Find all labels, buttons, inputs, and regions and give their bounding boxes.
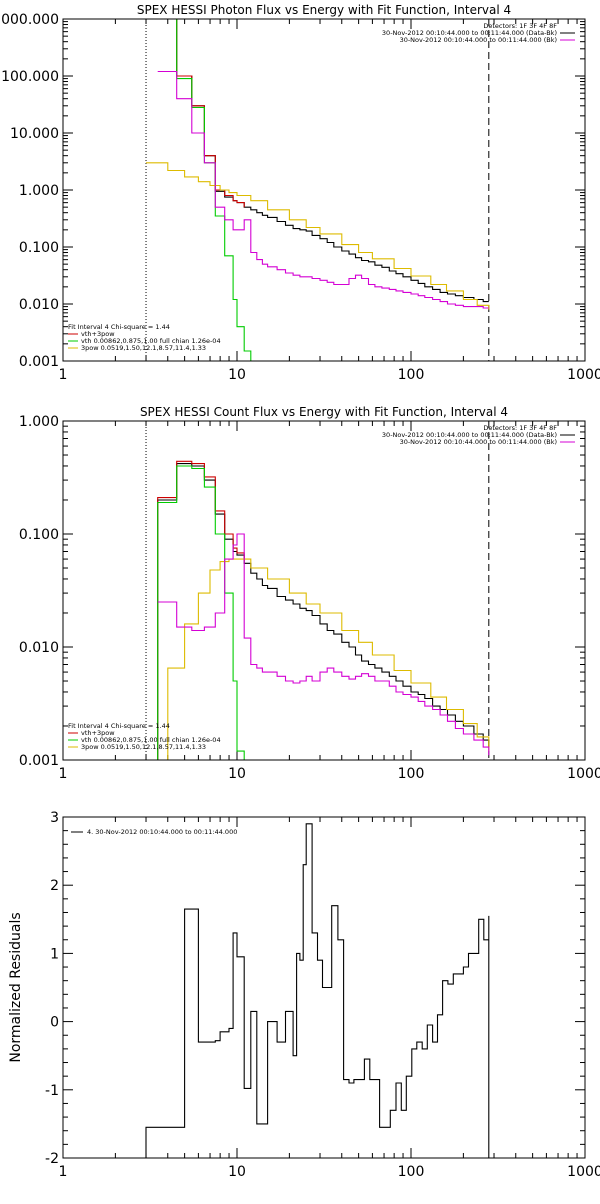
x-tick-label: 10 xyxy=(228,1164,246,1180)
legend-header-text: 30-Nov-2012 00:10:44.000 to 00:11:44.000… xyxy=(382,431,557,439)
series-line-3pow xyxy=(146,162,490,310)
series-line-vth xyxy=(146,465,245,760)
x-tick-label: 1 xyxy=(59,766,68,782)
x-tick-label: 10 xyxy=(228,367,246,383)
y-axis-label: Normalized Residuals xyxy=(8,912,24,1062)
x-tick-label: 1000 xyxy=(567,766,600,782)
x-tick-label: 1 xyxy=(59,367,68,383)
y-tick-label: 0.010 xyxy=(19,640,59,656)
series-line-vth-3pow xyxy=(146,19,245,208)
legend-header-text: Detectors: 1F 3F 4F 8F xyxy=(483,22,557,30)
y-tick-label: 0.001 xyxy=(19,354,59,370)
y-axis-ticks: 0.001 0.010 0.100 1.000 xyxy=(19,414,585,769)
y-axis-ticks: 0.001 0.010 0.100 1.000 10.000 100.000 1000.00… xyxy=(0,12,585,370)
series-line-bk xyxy=(157,533,490,756)
y-tick-label: 1.000 xyxy=(19,183,59,199)
plot-2: SPEX HESSI Count Flux vs Energy with Fit… xyxy=(19,405,600,782)
y-tick-label: -2 xyxy=(45,1151,59,1167)
y-axis-ticks: -2 -1 0 1 2 3 xyxy=(45,810,585,1167)
x-tick-label: 100 xyxy=(398,766,425,782)
y-tick-label: 1 xyxy=(50,946,59,962)
y-tick-label: 2 xyxy=(50,878,59,894)
legend-header-text: 4. 30-Nov-2012 00:10:44.000 to 00:11:44.… xyxy=(87,828,237,836)
legend-header-text: Detectors: 1F 3F 4F 8F xyxy=(483,424,557,432)
legend-header-text: 30-Nov-2012 00:10:44.000 to 00:11:44.000… xyxy=(382,29,557,37)
legend-fit-text: 3pow 0.0519,1.50,12.1,8.57,11.4,1.33 xyxy=(81,344,206,352)
legend-fit-title: Fit Interval 4 Chi-square = 1.44 xyxy=(68,323,170,331)
plot-frame xyxy=(62,816,586,1159)
series-group xyxy=(146,460,490,760)
legend-fit-title: Fit Interval 4 Chi-square = 1.44 xyxy=(68,722,170,730)
legend-header-text: 30-Nov-2012 00:10:44.000 to 00:11:44.000… xyxy=(400,36,557,44)
plot-title: SPEX HESSI Count Flux vs Energy with Fit… xyxy=(140,405,508,419)
series-line-3pow xyxy=(146,558,490,760)
x-axis-ticks: 1 10 100 1000 xyxy=(59,817,600,1180)
plot-frame xyxy=(62,18,586,362)
x-tick-label: 100 xyxy=(398,1164,425,1180)
x-tick-label: 10 xyxy=(228,766,246,782)
plot-title: SPEX HESSI Photon Flux vs Energy with Fi… xyxy=(137,3,511,17)
legend-fit-text: vth+3pow xyxy=(81,330,115,338)
plot-1: SPEX HESSI Photon Flux vs Energy with Fi… xyxy=(0,3,600,383)
legend-fit-text: vth+3pow xyxy=(81,729,115,737)
x-tick-label: 1 xyxy=(59,1164,68,1180)
legend-fit-text: 3pow 0.0519,1.50,12.1,8.57,11.4,1.33 xyxy=(81,743,206,751)
plot-3: Normalized Residuals 1 10 100 1000 -2 -1 0 1 2 3 4.… xyxy=(8,810,600,1180)
y-tick-label: 10.000 xyxy=(10,126,59,142)
y-tick-label: 0.100 xyxy=(19,527,59,543)
series-line-data-bk xyxy=(146,463,490,760)
legend-header-text: 30-Nov-2012 00:10:44.000 to 00:11:44.000… xyxy=(400,438,557,446)
x-axis-ticks: 1 10 100 1000 xyxy=(59,19,600,383)
x-tick-label: 100 xyxy=(398,367,425,383)
x-tick-label: 1000 xyxy=(567,1164,600,1180)
plot-frame xyxy=(62,420,586,761)
y-tick-label: 0.001 xyxy=(19,753,59,769)
series-line-data-bk xyxy=(146,19,489,303)
series-line-vth xyxy=(146,19,252,361)
y-tick-label: 3 xyxy=(50,810,59,826)
series-line-4-30-nov-2012-00-10-44-000-to-00-11-44-000 xyxy=(145,823,490,1158)
y-tick-label: -1 xyxy=(45,1083,59,1099)
y-tick-label: 0.010 xyxy=(19,297,59,313)
series-group xyxy=(146,19,490,361)
y-tick-label: 0.100 xyxy=(19,240,59,256)
series-line-bk xyxy=(157,70,489,309)
y-tick-label: 1000.000 xyxy=(0,12,59,28)
y-tick-label: 100.000 xyxy=(1,69,59,85)
series-group xyxy=(145,823,490,1158)
y-tick-label: 1.000 xyxy=(19,414,59,430)
y-tick-label: 0 xyxy=(50,1015,59,1031)
x-tick-label: 1000 xyxy=(567,367,600,383)
legend-fit-text: vth 0.00862,0.875,1.00 full chian 1.26e-… xyxy=(81,736,221,744)
legend-fit-text: vth 0.00862,0.875,1.00 full chian 1.26e-… xyxy=(81,337,221,345)
series-line-vth-3pow xyxy=(146,460,245,760)
